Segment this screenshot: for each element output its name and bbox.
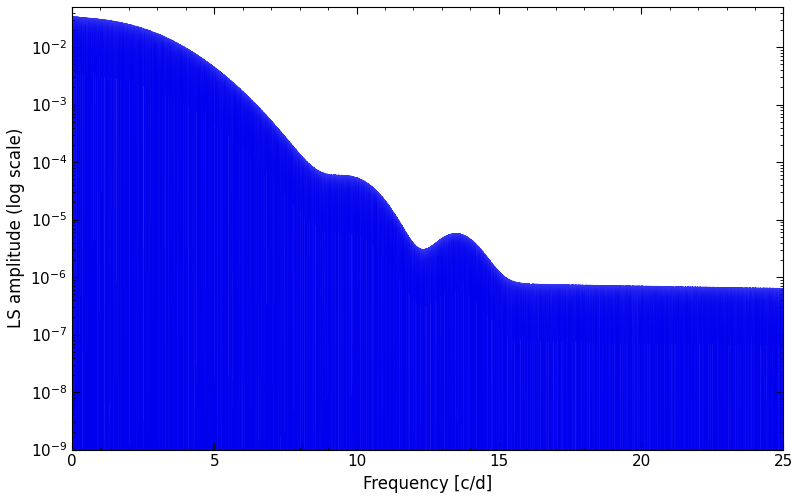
Y-axis label: LS amplitude (log scale): LS amplitude (log scale)	[7, 128, 25, 328]
X-axis label: Frequency [c/d]: Frequency [c/d]	[363, 475, 492, 493]
